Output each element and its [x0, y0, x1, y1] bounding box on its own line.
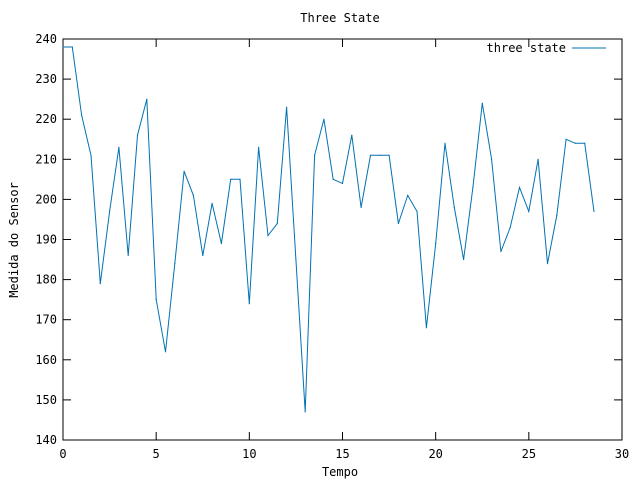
data-point [211, 202, 213, 204]
x-tick-label: 10 [242, 447, 256, 461]
y-tick-label: 240 [35, 32, 57, 46]
data-point [332, 178, 334, 180]
data-point [416, 210, 418, 212]
data-point [574, 142, 577, 144]
data-point [183, 170, 185, 172]
data-point [444, 142, 446, 144]
data-point [127, 254, 129, 257]
data-point [248, 303, 250, 305]
data-point [136, 134, 139, 136]
x-axis-label: Tempo [322, 465, 358, 479]
y-tick-label: 160 [35, 353, 57, 367]
data-point [491, 158, 493, 160]
data-point [174, 263, 176, 265]
x-tick-label: 30 [615, 447, 629, 461]
data-point [267, 234, 269, 237]
series-layer [62, 46, 595, 413]
data-point [239, 178, 241, 180]
data-point [528, 210, 530, 212]
y-tick-label: 210 [35, 152, 57, 166]
data-point [258, 146, 260, 148]
data-point [425, 327, 427, 329]
data-point [286, 106, 288, 108]
x-tick-label: 15 [335, 447, 349, 461]
data-point [276, 222, 278, 225]
y-axis-label: Medida do Sensor [7, 182, 21, 298]
data-point [435, 242, 437, 245]
x-tick-label: 25 [522, 447, 536, 461]
legend: three state [487, 41, 606, 55]
data-point [537, 158, 539, 160]
y-tick-label: 220 [35, 112, 57, 126]
chart-title: Three State [300, 11, 379, 25]
y-tick-label: 200 [35, 192, 57, 206]
y-tick-label: 230 [35, 72, 57, 86]
data-point [146, 98, 148, 100]
data-point [99, 283, 101, 285]
data-point [314, 154, 316, 156]
data-point [81, 114, 83, 116]
data-point [220, 242, 222, 245]
data-point [472, 186, 474, 188]
data-point [155, 299, 157, 301]
data-point [565, 138, 567, 140]
x-tick-label: 5 [153, 447, 160, 461]
data-point [593, 210, 595, 212]
data-point [295, 258, 297, 261]
data-point [388, 154, 390, 156]
data-point [379, 154, 381, 156]
legend-label: three state [487, 41, 566, 55]
data-point [463, 258, 465, 261]
data-point [192, 194, 194, 196]
data-point [71, 46, 73, 48]
data-point [341, 182, 344, 184]
x-tick-label: 0 [59, 447, 66, 461]
data-point [360, 206, 362, 208]
data-point [481, 102, 483, 104]
data-point [518, 186, 521, 188]
y-tick-label: 150 [35, 393, 57, 407]
data-point [62, 46, 64, 48]
data-point [584, 142, 586, 144]
data-point [202, 254, 204, 257]
data-point [546, 263, 549, 265]
data-point [109, 210, 111, 212]
y-tick-label: 170 [35, 313, 57, 327]
data-point [164, 351, 167, 353]
y-tick-label: 140 [35, 433, 57, 447]
x-tick-label: 20 [428, 447, 442, 461]
data-point [351, 134, 353, 136]
data-point [90, 154, 92, 156]
axis-ticks: 140 150 160 170 180 190 200 210 220 230 240 0 5 10 15 2… [35, 32, 629, 461]
data-point [453, 206, 455, 208]
data-point [509, 226, 511, 229]
data-point [230, 178, 232, 180]
data-point [407, 194, 409, 196]
data-point [500, 250, 502, 253]
y-tick-label: 190 [35, 233, 57, 247]
y-tick-label: 180 [35, 273, 57, 287]
data-point [397, 222, 399, 225]
data-point [323, 118, 325, 120]
data-point [369, 154, 372, 156]
data-point [556, 214, 558, 216]
data-point [304, 411, 306, 413]
data-point [118, 146, 120, 148]
series-line-three-state [63, 46, 595, 412]
